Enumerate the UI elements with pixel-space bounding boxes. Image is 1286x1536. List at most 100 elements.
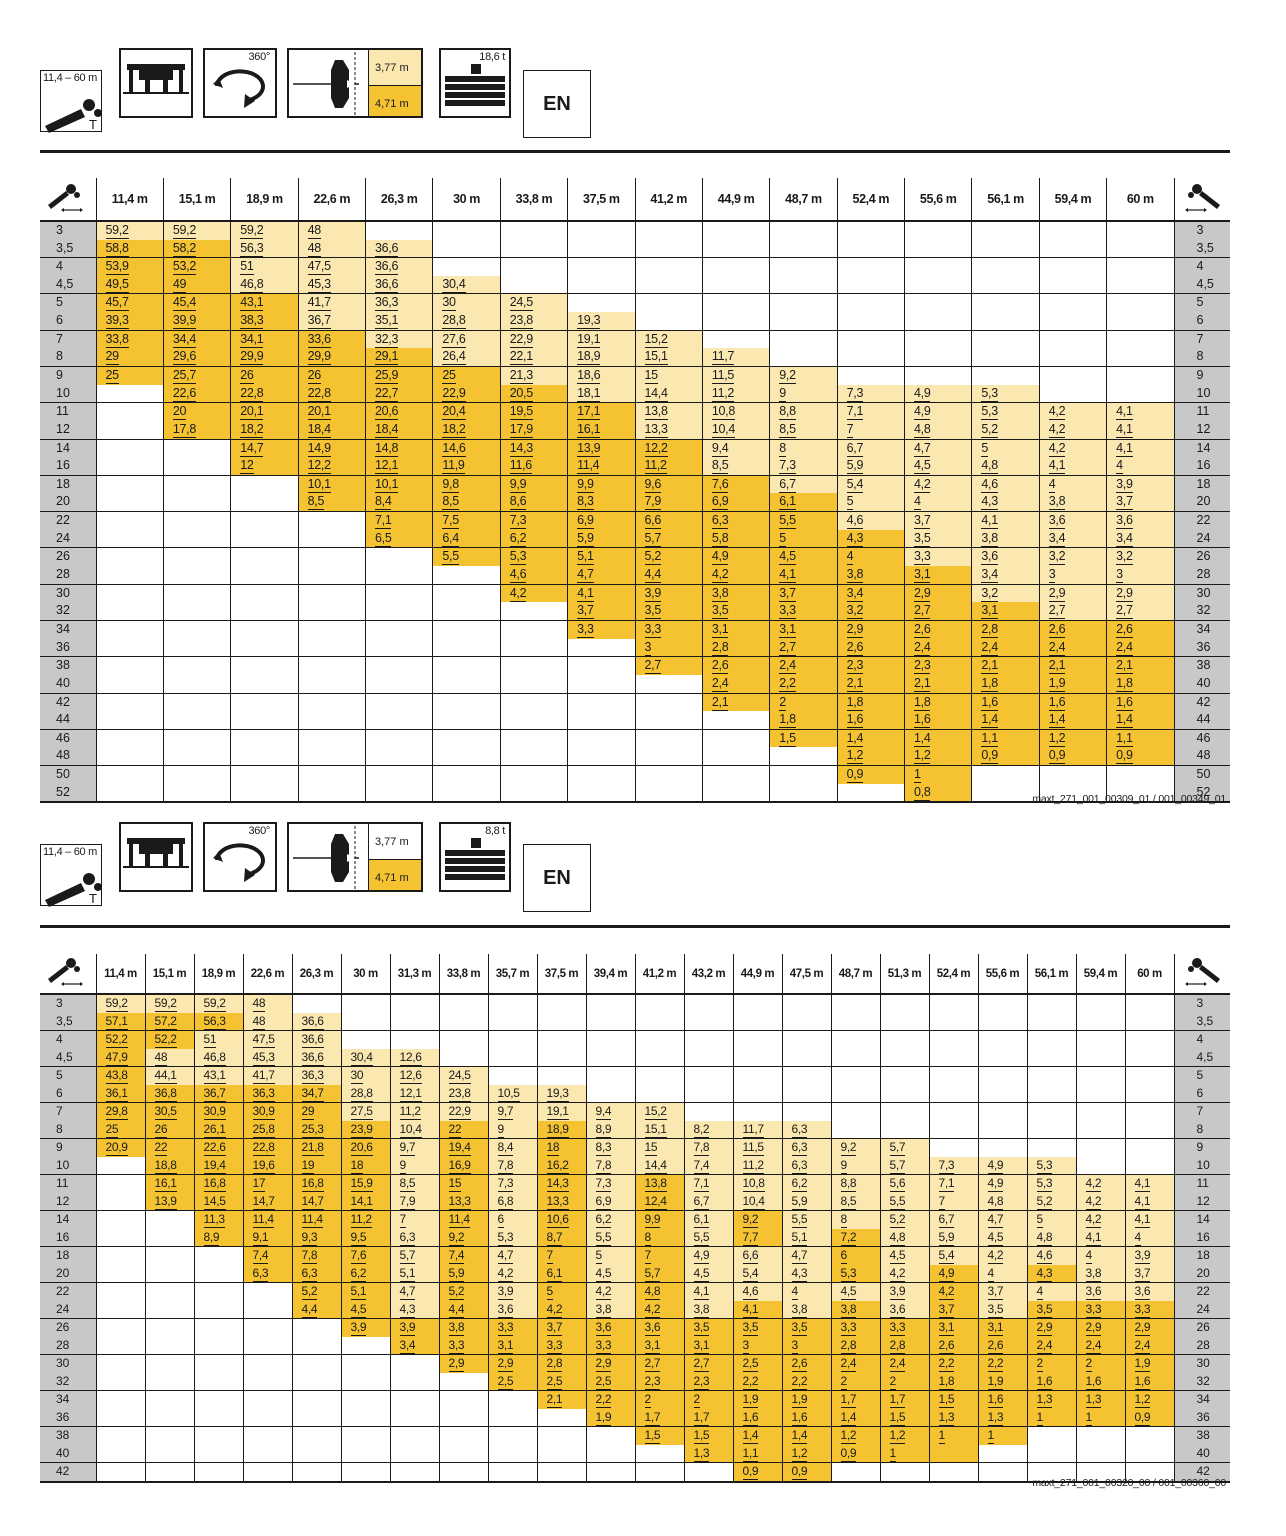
load-cell: 2,8 [971, 619, 1040, 639]
empty-cell [230, 711, 299, 730]
load-value: 22,7 [375, 385, 399, 402]
load-value: 3,8 [448, 1320, 465, 1336]
empty-cell [1075, 1156, 1125, 1175]
load-cell: 5,9 [781, 1192, 831, 1211]
load-cell: 19,1 [536, 1102, 586, 1121]
load-cell: 4,2 [1075, 1210, 1125, 1229]
empty-cell [144, 1264, 194, 1283]
load-value: 9,4 [595, 1104, 612, 1120]
load-value: 7,1 [693, 1176, 710, 1192]
load-value: 3,8 [791, 1301, 808, 1318]
load-cell: 59,2 [95, 993, 145, 1013]
load-value: 17,1 [577, 404, 601, 421]
load-value: 2,9 [1134, 1320, 1151, 1336]
load-cell: 3,7 [977, 1282, 1027, 1301]
empty-cell [567, 257, 635, 276]
load-value: 36,8 [154, 1085, 177, 1102]
empty-cell [432, 728, 501, 748]
load-cell: 9,9 [634, 1210, 684, 1229]
empty-cell [977, 1120, 1027, 1139]
load-value: 2 [693, 1392, 700, 1408]
empty-cell [364, 638, 433, 657]
load-value: 4,2 [1048, 421, 1066, 438]
load-value: 8,5 [399, 1176, 416, 1192]
empty-cell [389, 1426, 439, 1445]
load-value: 29,9 [240, 349, 264, 366]
load-value: 14,3 [509, 440, 533, 457]
empty-cell [634, 728, 703, 748]
load-cell: 1,9 [781, 1390, 831, 1409]
load-cell: 11,6 [499, 457, 568, 476]
load-cell: 6,9 [585, 1192, 635, 1211]
load-cell: 4,1 [1106, 402, 1174, 421]
language-badge: EN [523, 844, 591, 912]
load-value: 20,9 [105, 1140, 128, 1156]
load-cell: 2 [683, 1390, 733, 1409]
load-cell: 2,6 [1106, 619, 1174, 639]
empty-cell [230, 529, 299, 548]
load-cell: 4,2 [1038, 420, 1107, 440]
load-value: 1,8 [914, 694, 931, 711]
load-cell: 30 [340, 1066, 390, 1085]
empty-cell [781, 1048, 831, 1067]
empty-cell [95, 674, 164, 694]
load-value: 57,2 [154, 1013, 177, 1030]
load-value: 15,2 [644, 331, 668, 348]
load-cell: 8,8 [830, 1174, 880, 1193]
column-header: 18,9 m [193, 954, 243, 995]
load-cell: 1,7 [683, 1408, 733, 1427]
load-value: 3,7 [987, 1284, 1004, 1300]
load-cell: 6,8 [487, 1192, 537, 1211]
load-cell: 4,1 [683, 1282, 733, 1301]
load-value: 1,6 [1048, 694, 1066, 711]
load-value: 6,9 [711, 494, 729, 511]
load-cell: 7 [928, 1192, 978, 1211]
load-cell: 36,6 [291, 1012, 341, 1031]
load-cell: 24,5 [438, 1066, 488, 1085]
empty-cell [634, 220, 703, 240]
load-cell: 1,9 [732, 1390, 782, 1409]
empty-cell [487, 993, 537, 1013]
empty-cell [585, 1084, 635, 1103]
load-value: 5,2 [448, 1284, 465, 1300]
empty-cell [438, 1462, 488, 1483]
load-value: 4,2 [497, 1265, 514, 1282]
load-cell: 21,8 [291, 1138, 341, 1157]
load-cell: 7,5 [432, 511, 501, 530]
load-value: 3,1 [987, 1320, 1004, 1336]
load-value: 53,2 [172, 259, 197, 276]
load-value: 11,3 [203, 1212, 225, 1228]
radius-label: 30 [1173, 1354, 1230, 1373]
load-value: 39,3 [105, 313, 129, 330]
load-value: 2,3 [644, 1373, 661, 1390]
load-cell: 57,1 [95, 1012, 145, 1031]
load-cell: 1,8 [1106, 674, 1174, 694]
load-cell: 3,4 [971, 566, 1040, 585]
load-cell: 45,7 [95, 293, 164, 313]
load-value: 14,4 [644, 385, 668, 402]
empty-cell [903, 239, 972, 258]
load-value: 13,3 [546, 1193, 569, 1210]
load-cell: 1,4 [1038, 711, 1107, 730]
radius-label: 18 [40, 1246, 96, 1265]
empty-cell [162, 783, 231, 804]
load-value: 3,5 [987, 1301, 1004, 1318]
load-cell: 2 [1026, 1354, 1076, 1373]
load-cell: 1,1 [1106, 728, 1174, 748]
load-value: 3,9 [497, 1284, 514, 1300]
load-value: 36,6 [301, 1049, 324, 1066]
load-cell: 29,1 [364, 348, 433, 367]
empty-cell [340, 1390, 390, 1409]
column-header: 37,5 m [536, 954, 586, 995]
load-value: 3,2 [846, 603, 864, 620]
load-cell: 2 [879, 1372, 929, 1391]
load-cell: 3,2 [1038, 547, 1107, 567]
empty-cell [879, 993, 929, 1013]
load-cell: 4,7 [487, 1246, 537, 1265]
load-cell: 4,2 [634, 1300, 684, 1319]
load-cell: 10,4 [389, 1120, 439, 1139]
load-cell: 4,6 [836, 511, 905, 530]
empty-cell [487, 1408, 537, 1427]
load-value: 27,6 [442, 331, 466, 348]
load-cell: 12,6 [389, 1048, 439, 1067]
